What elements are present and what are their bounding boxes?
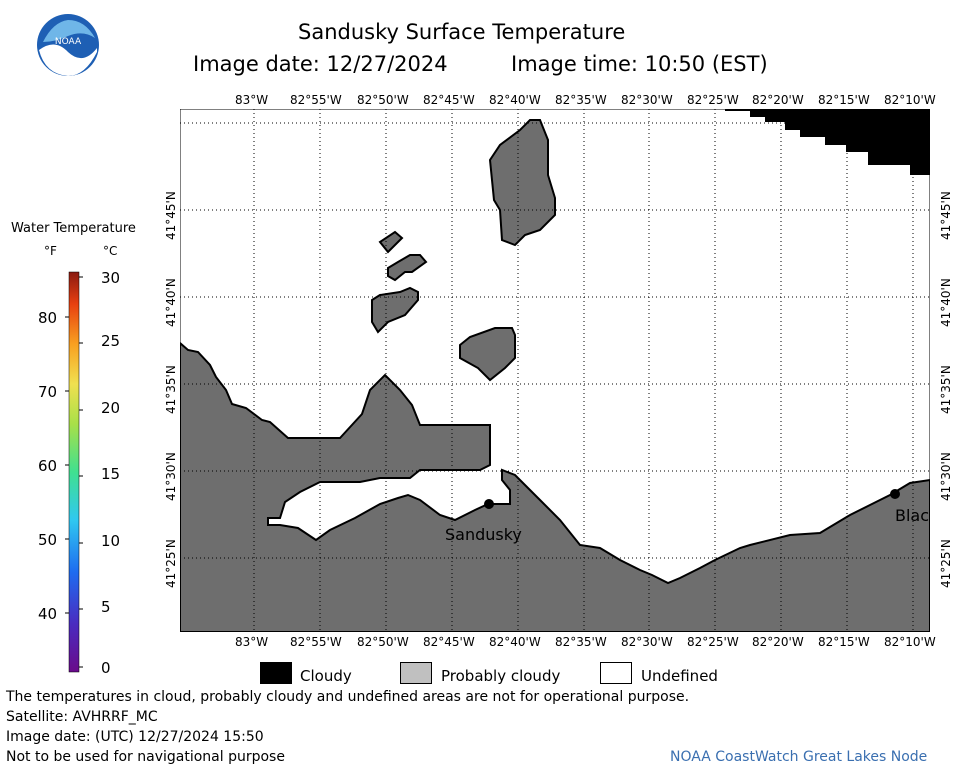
legend-probably-cloudy-swatch (400, 662, 432, 684)
footer-navigation: Not to be used for navigational purpose (6, 749, 285, 765)
lat-label-left: 41°30'N (164, 452, 178, 501)
colorbar-c-tick: 20 (101, 399, 121, 417)
lon-label-bottom: 82°35'W (555, 635, 607, 649)
sandusky-marker (484, 499, 494, 509)
lat-label-right: 41°25'N (939, 539, 953, 588)
colorbar-title: Water Temperature (11, 221, 136, 236)
lon-label-bottom: 82°45'W (423, 635, 475, 649)
place-label-blac: Blac (895, 506, 930, 525)
footer-satellite: Satellite: AVHRRF_MC (6, 709, 158, 725)
lon-label-bottom: 83°W (235, 635, 269, 649)
land-island-small-2 (387, 254, 428, 282)
footer-image-date-utc: Image date: (UTC) 12/27/2024 15:50 (6, 729, 264, 745)
lon-label-bottom: 82°25'W (687, 635, 739, 649)
lon-label-top: 82°25'W (687, 93, 739, 107)
noaa-logo-icon: NOAA (37, 14, 99, 76)
lon-label-bottom: 82°30'W (621, 635, 673, 649)
legend-cloudy-label: Cloudy (300, 667, 352, 685)
colorbar (65, 271, 83, 673)
blac-marker (890, 489, 900, 499)
lon-label-top: 82°20'W (752, 93, 804, 107)
lon-label-top: 82°55'W (290, 93, 342, 107)
footer-credit: NOAA CoastWatch Great Lakes Node (670, 749, 928, 765)
lat-label-right: 41°40'N (939, 278, 953, 327)
colorbar-f-tick: 60 (38, 457, 58, 475)
place-label-sandusky: Sandusky (445, 525, 522, 544)
colorbar-c-tick: 30 (101, 269, 121, 287)
land-mainland (180, 341, 930, 632)
legend-undefined-swatch (600, 662, 632, 684)
legend-undefined-label: Undefined (641, 667, 718, 685)
lon-label-top: 82°50'W (357, 93, 409, 107)
map-frame (180, 109, 930, 632)
lat-label-right: 41°45'N (939, 191, 953, 240)
land-island-north (488, 119, 556, 247)
colorbar-unit-f: °F (44, 244, 57, 258)
lon-label-top: 82°15'W (818, 93, 870, 107)
colorbar-c-tick: 25 (101, 332, 121, 350)
lat-label-left: 41°45'N (164, 191, 178, 240)
lon-label-top: 82°45'W (423, 93, 475, 107)
colorbar-unit-c: °C (103, 244, 118, 258)
lon-label-top: 83°W (235, 93, 269, 107)
lon-label-bottom: 82°20'W (752, 635, 804, 649)
map-title: Sandusky Surface Temperature (298, 20, 626, 44)
lat-label-left: 41°40'N (164, 278, 178, 327)
lat-label-left: 41°35'N (164, 365, 178, 414)
lon-label-top: 82°10'W (884, 93, 936, 107)
lon-label-top: 82°40'W (489, 93, 541, 107)
land-island-small-1 (378, 230, 404, 254)
legend-probably-cloudy-label: Probably cloudy (441, 667, 561, 685)
colorbar-f-tick: 40 (38, 605, 58, 623)
image-time: Image time: 10:50 (EST) (511, 52, 768, 76)
lon-label-bottom: 82°10'W (884, 635, 936, 649)
legend-cloudy-swatch (260, 662, 292, 684)
lon-label-bottom: 82°40'W (489, 635, 541, 649)
lat-label-right: 41°35'N (939, 365, 953, 414)
colorbar-gradient (68, 271, 80, 673)
lat-label-right: 41°30'N (939, 452, 953, 501)
footer-disclaimer: The temperatures in cloud, probably clou… (6, 689, 690, 705)
colorbar-c-tick: 0 (101, 659, 111, 677)
lon-label-top: 82°30'W (621, 93, 673, 107)
cloudy-region (725, 109, 930, 175)
lon-label-top: 82°35'W (555, 93, 607, 107)
colorbar-f-tick: 80 (38, 309, 58, 327)
lat-label-left: 41°25'N (164, 539, 178, 588)
colorbar-f-tick: 50 (38, 531, 58, 549)
land-island-small-3 (371, 286, 419, 334)
land-island-mid (459, 327, 516, 382)
lon-label-bottom: 82°15'W (818, 635, 870, 649)
lon-label-bottom: 82°55'W (290, 635, 342, 649)
lon-label-bottom: 82°50'W (357, 635, 409, 649)
noaa-logo-text: NOAA (55, 37, 82, 47)
colorbar-f-tick: 70 (38, 383, 58, 401)
image-date: Image date: 12/27/2024 (193, 52, 448, 76)
colorbar-c-tick: 15 (101, 465, 121, 483)
colorbar-c-tick: 10 (101, 532, 121, 550)
colorbar-c-tick: 5 (101, 598, 111, 616)
